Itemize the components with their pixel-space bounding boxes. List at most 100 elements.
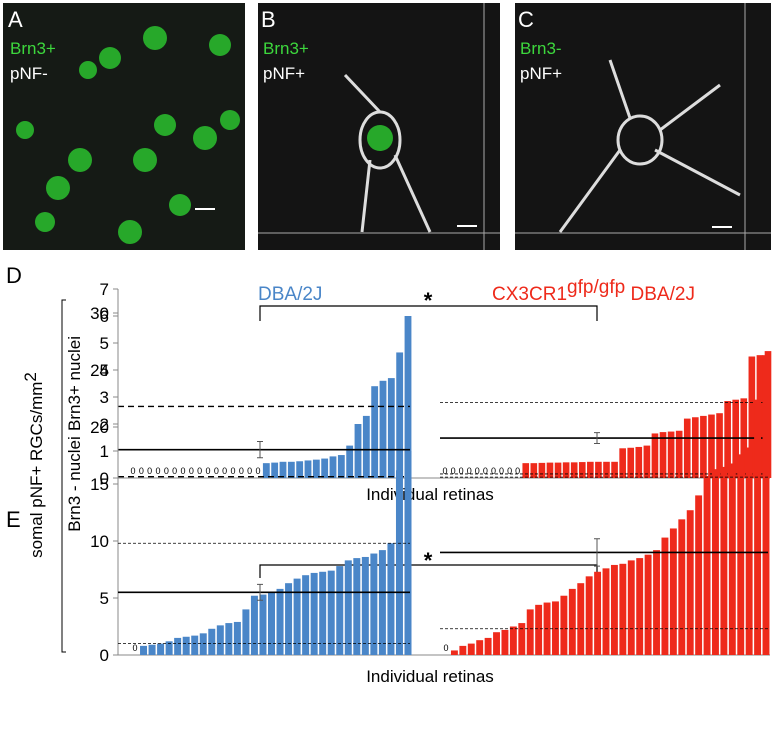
bar [174, 637, 182, 655]
bar [686, 510, 694, 655]
bar [724, 401, 731, 478]
zero-label: 0 [214, 466, 219, 476]
bar [522, 463, 530, 478]
bar [518, 623, 526, 655]
bar [728, 463, 736, 655]
bar [692, 417, 699, 478]
bar [262, 463, 270, 478]
panel-letter: D [6, 263, 22, 288]
y-tick-label: 0 [100, 469, 109, 488]
error-bar [594, 432, 600, 444]
panel-label: pNF+ [520, 64, 562, 83]
bar [371, 386, 379, 478]
zero-label: 0 [491, 466, 496, 476]
significance-bracket [259, 564, 598, 578]
panel-label: Brn3+ [10, 39, 56, 58]
bar [296, 461, 304, 478]
y-tick-label: 30 [90, 304, 109, 323]
bar [538, 462, 546, 478]
bar [285, 583, 293, 655]
bar [165, 641, 173, 655]
bar [568, 588, 576, 655]
bar [321, 458, 329, 478]
axis-bracket [61, 299, 66, 653]
bar [276, 588, 284, 655]
y-tick-label: 2 [100, 415, 109, 434]
legend-label: CX3CR1gfp/gfp DBA/2J [492, 277, 695, 305]
bar [720, 466, 728, 655]
panel-letter: A [8, 7, 23, 32]
zero-label: 0 [230, 466, 235, 476]
bar [708, 414, 715, 478]
bar [199, 633, 207, 655]
bar [378, 550, 386, 655]
bar [310, 572, 318, 655]
zero-label: 0 [189, 466, 194, 476]
significance-mark: * [424, 288, 433, 313]
y-tick-label: 7 [100, 280, 109, 299]
zero-label: 0 [443, 643, 448, 653]
bar [703, 476, 711, 655]
bar [268, 592, 275, 655]
bar [509, 626, 517, 655]
bar [661, 537, 669, 655]
y-tick-label: 20 [90, 418, 109, 437]
bar [493, 632, 500, 655]
zero-label: 0 [483, 466, 488, 476]
zero-label: 0 [507, 466, 512, 476]
y-tick-label: 6 [100, 307, 109, 326]
error-bar [257, 583, 263, 601]
y-tick-label: 3 [100, 388, 109, 407]
bar [302, 575, 310, 655]
bar [700, 415, 707, 478]
bar [570, 462, 578, 478]
panel-letter: C [518, 7, 534, 32]
bar [627, 447, 635, 478]
bar [216, 625, 224, 655]
zero-label: 0 [499, 466, 504, 476]
bar [250, 595, 258, 655]
error-bar [594, 538, 600, 567]
bar [450, 650, 458, 655]
y-tick-label: 10 [90, 532, 109, 551]
y-axis-label: Brn3 - nuclei [65, 436, 84, 531]
bar [387, 543, 395, 655]
zero-label: 0 [132, 643, 137, 653]
image-c [515, 3, 771, 250]
zero-label: 0 [155, 466, 160, 476]
zero-label: 0 [180, 466, 185, 476]
bar [157, 643, 165, 655]
bar [319, 571, 327, 655]
bar [208, 628, 216, 655]
bar [271, 462, 279, 478]
error-bar [257, 441, 263, 459]
bar [396, 352, 404, 478]
y-tick-label: 4 [100, 361, 109, 380]
bar [619, 448, 626, 478]
bar [395, 470, 403, 655]
bar [459, 645, 467, 655]
bar [732, 399, 740, 478]
bar [361, 556, 369, 655]
bar [387, 378, 395, 478]
zero-label: 0 [467, 466, 472, 476]
y-axis-label: Brn3+ nuclei [65, 336, 84, 431]
panel-label: pNF+ [263, 64, 305, 83]
bar [337, 455, 345, 478]
zero-label: 0 [442, 466, 447, 476]
panel-label: Brn3- [520, 39, 562, 58]
zero-label: 0 [247, 466, 252, 476]
bar [619, 563, 627, 655]
bar [675, 430, 683, 478]
bar [748, 356, 756, 478]
zero-label: 0 [164, 466, 169, 476]
y-tick-label: 25 [90, 361, 109, 380]
bar [526, 609, 534, 655]
panel-label: Brn3+ [263, 39, 309, 58]
bar [643, 445, 651, 478]
bar [610, 564, 618, 655]
bar [635, 446, 643, 478]
zero-label: 0 [130, 466, 135, 476]
panel-letter: E [6, 507, 21, 532]
bar [362, 415, 370, 478]
